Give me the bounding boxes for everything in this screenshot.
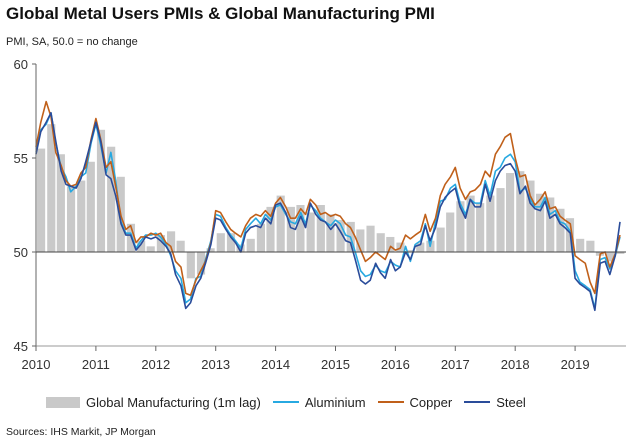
pmi-chart: 45 50 55 60 2010 2011 2012 2013 2014 2015 2016 2017…: [14, 57, 626, 372]
bar-global-manufacturing: [456, 201, 465, 252]
bar-global-manufacturing: [156, 235, 165, 252]
legend-label-copper: Copper: [409, 394, 453, 410]
bars-layer: [37, 124, 625, 279]
legend-swatch-aluminium: [272, 401, 299, 403]
bar-global-manufacturing: [416, 242, 425, 252]
bar-global-manufacturing: [616, 252, 625, 254]
bar-global-manufacturing: [436, 227, 445, 252]
bar-global-manufacturing: [376, 233, 385, 252]
legend-swatch-global-manufacturing: [46, 396, 80, 408]
bar-global-manufacturing: [406, 250, 415, 252]
x-tick-label: 2012: [141, 357, 170, 372]
bar-global-manufacturing: [366, 225, 375, 252]
bar-global-manufacturing: [286, 206, 295, 252]
bar-global-manufacturing: [196, 252, 206, 275]
bar-global-manufacturing: [526, 180, 535, 252]
legend-label-global-manufacturing: Global Manufacturing (1m lag): [86, 394, 261, 410]
bar-global-manufacturing: [586, 240, 595, 252]
x-tick-label: 2014: [261, 357, 290, 372]
y-tick-label: 50: [14, 245, 28, 260]
x-tick-label: 2016: [381, 357, 410, 372]
bar-global-manufacturing: [66, 186, 76, 252]
chart-title: Global Metal Users PMIs & Global Manufac…: [6, 4, 435, 23]
bar-global-manufacturing: [516, 171, 525, 252]
bar-global-manufacturing: [306, 212, 315, 252]
bar-global-manufacturing: [506, 173, 515, 252]
bar-global-manufacturing: [446, 212, 455, 252]
x-tick-label: 2013: [201, 357, 230, 372]
bar-global-manufacturing: [176, 240, 185, 252]
bar-global-manufacturing: [47, 124, 56, 252]
bar-global-manufacturing: [167, 231, 176, 252]
bar-global-manufacturing: [356, 229, 365, 252]
bar-global-manufacturing: [146, 246, 155, 252]
bar-global-manufacturing: [336, 220, 345, 252]
bar-global-manufacturing: [216, 233, 225, 252]
bar-global-manufacturing: [316, 205, 325, 252]
source-note: Sources: IHS Markit, JP Morgan: [6, 426, 156, 438]
x-tick-label: 2017: [441, 357, 470, 372]
chart-subtitle: PMI, SA, 50.0 = no change: [6, 36, 138, 48]
legend: Global Manufacturing (1m lag) Aluminium …: [46, 393, 538, 411]
bar-global-manufacturing: [326, 214, 335, 252]
series-line-copper: [35, 100, 621, 297]
legend-label-steel: Steel: [496, 394, 526, 410]
bar-global-manufacturing: [96, 129, 106, 252]
bar-global-manufacturing: [137, 240, 146, 252]
bar-global-manufacturing: [576, 238, 585, 252]
bar-global-manufacturing: [186, 252, 195, 279]
x-tick-label: 2019: [561, 357, 590, 372]
series-line-steel: [35, 112, 621, 312]
bar-global-manufacturing: [386, 236, 395, 252]
bar-global-manufacturing: [476, 203, 485, 252]
legend-item-global-manufacturing: Global Manufacturing (1m lag): [46, 395, 261, 410]
bar-global-manufacturing: [256, 223, 265, 252]
bar-global-manufacturing: [226, 233, 236, 252]
bar-global-manufacturing: [37, 148, 46, 252]
legend-label-aluminium: Aluminium: [304, 394, 366, 410]
bar-global-manufacturing: [496, 188, 505, 252]
bar-global-manufacturing: [56, 154, 65, 252]
x-tick-label: 2018: [501, 357, 530, 372]
legend-item-copper: Copper: [377, 394, 453, 410]
lines-layer: [35, 100, 621, 312]
bar-global-manufacturing: [546, 197, 555, 252]
x-tick-label: 2011: [82, 357, 110, 372]
x-tick-label: 2010: [22, 357, 51, 372]
bar-global-manufacturing: [86, 161, 95, 252]
bar-global-manufacturing: [276, 195, 285, 252]
bar-global-manufacturing: [606, 252, 615, 262]
legend-swatch-copper: [377, 401, 404, 403]
bar-global-manufacturing: [246, 238, 255, 252]
y-tick-label: 55: [14, 151, 28, 166]
bar-global-manufacturing: [466, 195, 475, 252]
bar-global-manufacturing: [206, 248, 215, 252]
legend-item-aluminium: Aluminium: [272, 394, 366, 410]
bar-global-manufacturing: [556, 208, 565, 252]
y-tick-label: 60: [14, 57, 28, 72]
legend-item-steel: Steel: [464, 395, 526, 410]
x-tick-label: 2015: [321, 357, 350, 372]
y-tick-label: 45: [14, 339, 28, 354]
bar-global-manufacturing: [486, 195, 495, 252]
legend-swatch-steel: [464, 401, 491, 403]
bar-global-manufacturing: [266, 206, 275, 252]
axes-layer: 45 50 55 60 2010 2011 2012 2013 2014 2015 2016 2017…: [14, 57, 626, 372]
bar-global-manufacturing: [296, 205, 305, 252]
bar-global-manufacturing: [535, 193, 545, 252]
bar-global-manufacturing: [77, 180, 86, 252]
bar-global-manufacturing: [107, 146, 116, 252]
